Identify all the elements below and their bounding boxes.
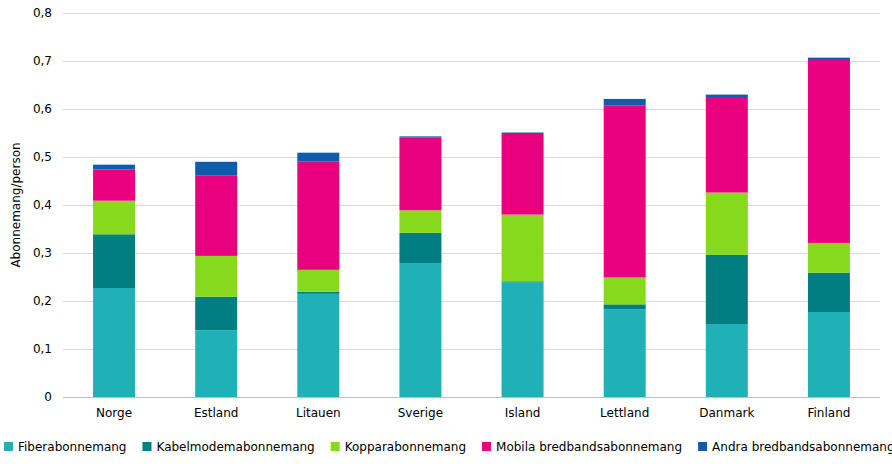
bar-segment: [604, 304, 646, 309]
y-tick-label: 0,4: [33, 198, 52, 212]
bar-segment: [399, 263, 441, 397]
bar-segment: [93, 288, 135, 397]
y-tick-label: 0,6: [33, 102, 52, 116]
y-tick-label: 0,1: [33, 342, 52, 356]
bar-segment: [399, 210, 441, 233]
legend-swatch: [331, 442, 340, 451]
legend-swatch: [4, 442, 13, 451]
bar-segment: [93, 201, 135, 235]
y-tick-label: 0: [44, 390, 52, 404]
bar-segment: [399, 136, 441, 138]
y-tick-label: 0,3: [33, 246, 52, 260]
bar-segment: [399, 137, 441, 210]
legend-swatch: [142, 442, 151, 451]
bar-segment: [706, 193, 748, 255]
bar-segment: [808, 58, 850, 60]
x-tick-label: Lettland: [600, 406, 649, 420]
bar-segment: [297, 292, 339, 294]
grid-line: [63, 61, 880, 62]
bar-segment: [297, 270, 339, 292]
bar-segment: [706, 255, 748, 324]
x-tick-label: Danmark: [699, 406, 754, 420]
bar-segment: [502, 282, 544, 397]
y-axis-label: Abonnemang/person: [9, 142, 23, 267]
bar-segment: [297, 161, 339, 269]
bar-segment: [399, 233, 441, 263]
grid-line: [63, 301, 880, 302]
bar-segment: [706, 98, 748, 193]
bar-segment: [502, 133, 544, 215]
bar-segment: [808, 312, 850, 397]
bar-segment: [93, 169, 135, 200]
chart: 0 0,1 0,2 0,3 0,4 0,5 0,6 0,7 0,8 Abonnemang/pers…: [0, 0, 892, 467]
grid-line: [63, 205, 880, 206]
legend-label: Kabelmodemabonnemang: [156, 440, 314, 454]
x-tick-label: Norge: [96, 406, 132, 420]
x-axis-line: [63, 397, 880, 398]
bar-segment: [195, 162, 237, 176]
legend-swatch: [482, 442, 491, 451]
y-tick-label: 0,5: [33, 150, 52, 164]
bar-segment: [297, 294, 339, 397]
bars: [93, 58, 850, 397]
bar-segment: [502, 215, 544, 282]
bar-segment: [195, 256, 237, 297]
bar-segment: [297, 153, 339, 162]
bar-segment: [195, 176, 237, 256]
bar-segment: [706, 95, 748, 98]
x-tick-label: Litauen: [296, 406, 341, 420]
bar-segment: [604, 106, 646, 278]
legend-label: Fiberabonnemang: [18, 440, 126, 454]
x-tick-label: Finland: [807, 406, 850, 420]
y-tick-label: 0,2: [33, 294, 52, 308]
bar-segment: [93, 234, 135, 288]
bar-segment: [195, 330, 237, 397]
x-tick-label: Island: [505, 406, 541, 420]
grid-line: [63, 13, 880, 14]
grid-line: [63, 157, 880, 158]
grid-line: [63, 109, 880, 110]
x-tick-label: Sverige: [398, 406, 443, 420]
bar-segment: [604, 99, 646, 106]
grid-line: [63, 253, 880, 254]
bar-segment: [706, 324, 748, 397]
bar-segment: [195, 297, 237, 331]
bar-segment: [604, 277, 646, 304]
bar-segment: [808, 243, 850, 273]
bar-segment: [93, 165, 135, 170]
legend-label: Mobila bredbandsabonnemang: [496, 440, 682, 454]
bar-segment: [808, 60, 850, 243]
y-tick-label: 0,7: [33, 54, 52, 68]
legend-swatch: [698, 442, 707, 451]
bar-segment: [808, 273, 850, 312]
bar-segment: [604, 309, 646, 397]
x-tick-label: Estland: [194, 406, 238, 420]
y-tick-label: 0,8: [33, 6, 52, 20]
legend-label: Kopparabonnemang: [345, 440, 466, 454]
legend-label: Andra bredbandsabonnemang: [712, 440, 892, 454]
grid-line: [63, 349, 880, 350]
bar-segment: [502, 132, 544, 133]
